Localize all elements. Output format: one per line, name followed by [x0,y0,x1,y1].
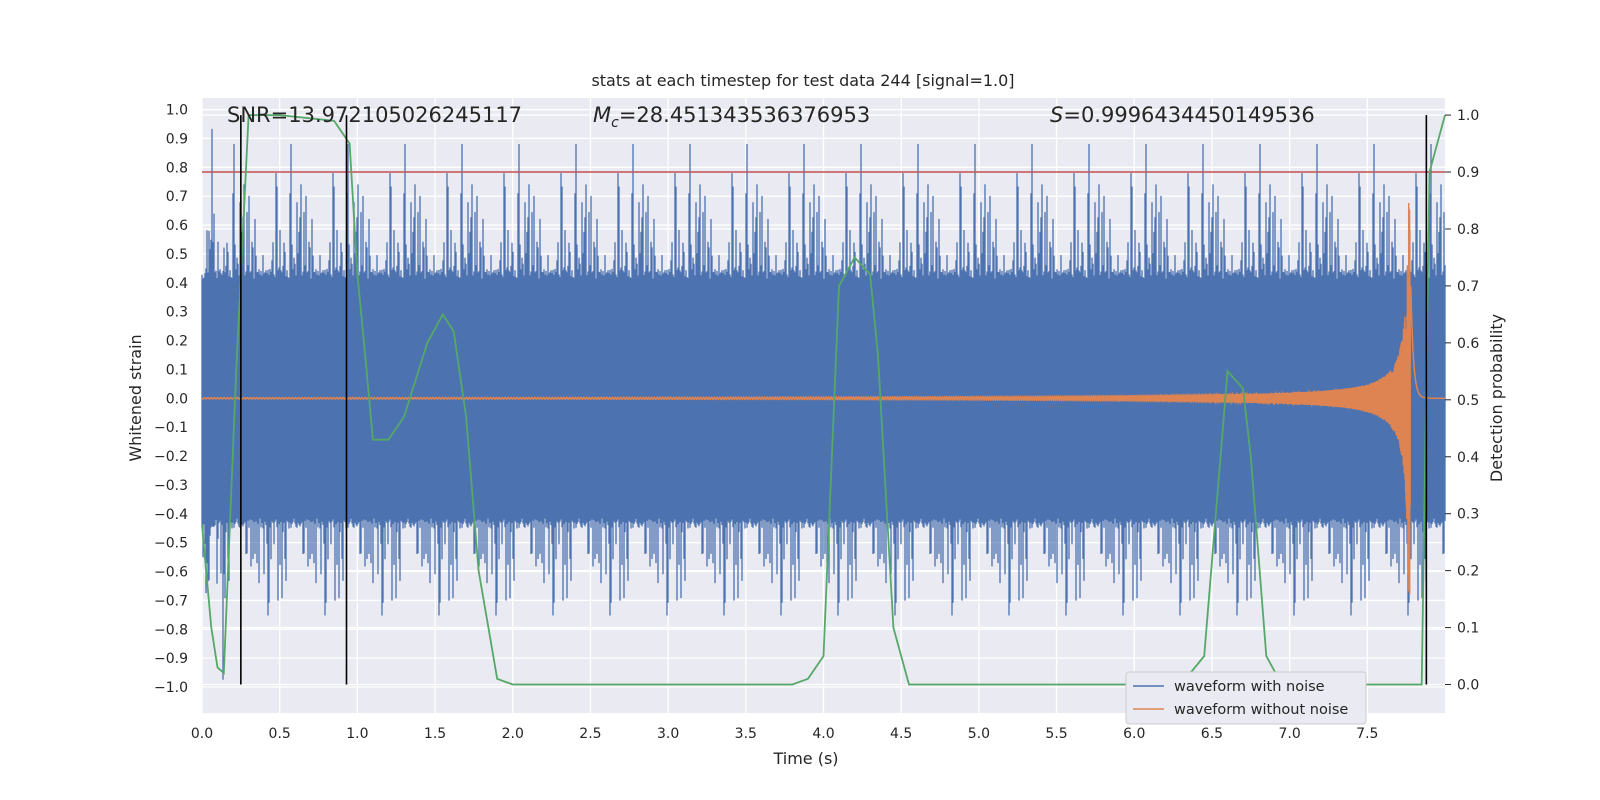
y-tick-label-left: −0.5 [154,536,188,552]
y-tick-label-left: −0.1 [154,420,188,436]
y-tick-label-left: 0.1 [166,362,188,378]
y-tick-label-left: −1.0 [154,680,188,696]
x-tick-label: 2.0 [502,726,524,742]
chart-title: stats at each timestep for test data 244… [591,71,1014,90]
x-axis-label: Time (s) [772,749,838,768]
s-value: =0.9996434450149536 [1063,103,1314,127]
x-tick-label: 3.0 [657,726,679,742]
x-tick-label: 0.5 [269,726,291,742]
x-tick-label: 4.5 [890,726,912,742]
x-tick-label: 7.0 [1278,726,1300,742]
y-tick-label-left: 0.6 [166,218,188,234]
y-tick-label-right: 0.0 [1457,678,1479,694]
series-detection-probability [201,114,1446,686]
x-tick-label: 4.0 [812,726,834,742]
chirp-mass-value: =28.451343536376953 [619,103,870,127]
legend-box [1125,671,1367,725]
y-tick-label-left: 0.8 [166,160,188,176]
y-tick-label-left: −0.8 [154,622,188,638]
y-tick-label-right: 1.0 [1457,108,1479,124]
legend: waveform with noise waveform without noi… [1125,671,1367,725]
x-tick-label: 0.0 [191,726,213,742]
y-axis-label-left: Whitened strain [126,334,145,461]
y-tick-label-right: 0.4 [1457,450,1479,466]
y-tick-label-left: 0.7 [166,189,188,205]
y-tick-label-right: 0.1 [1457,621,1479,637]
y-tick-label-left: −0.6 [154,565,188,581]
x-tick-label: 7.5 [1356,726,1378,742]
chirp-mass-symbol: M [593,103,611,127]
x-tick-label: 1.5 [424,726,446,742]
y-tick-label-right: 0.6 [1457,336,1479,352]
y-tick-label-left: 0.3 [166,305,188,321]
y-tick-label-left: −0.3 [154,478,188,494]
x-tick-label: 6.0 [1123,726,1145,742]
y-tick-label-left: 0.5 [166,247,188,263]
x-tick-label: 2.5 [579,726,601,742]
y-tick-label-right: 0.9 [1457,165,1479,181]
y-tick-label-left: 0.0 [166,391,188,407]
chirp-mass-subscript: c [611,115,619,131]
s-symbol: S [1050,103,1063,127]
y-tick-label-left: 0.4 [166,276,188,292]
y-tick-label-left: −0.4 [154,507,188,523]
y-tick-label-right: 0.7 [1457,279,1479,295]
y-tick-label-left: 1.0 [166,103,188,119]
y-tick-label-right: 0.5 [1457,393,1479,409]
probability-trace [201,114,1446,686]
x-tick-label: 6.5 [1201,726,1223,742]
chirp-mass-annotation: Mc=28.451343536376953 [593,103,870,131]
y-axis-label-right: Detection probability [1487,314,1506,482]
y-tick-label-right: 0.8 [1457,222,1479,238]
snr-annotation: SNR=13.972105026245117 [227,103,522,127]
y-tick-label-left: 0.9 [166,131,188,147]
y-tick-label-right: 0.3 [1457,507,1479,523]
legend-label-noise: waveform with noise [1174,679,1325,695]
y-tick-label-left: −0.9 [154,651,188,667]
y-tick-label-left: −0.2 [154,449,188,465]
x-tick-label: 3.5 [735,726,757,742]
x-tick-label: 1.0 [346,726,368,742]
y-tick-label-right: 0.2 [1457,564,1479,580]
legend-label-clean: waveform without noise [1174,702,1348,718]
y-tick-label-left: −0.7 [154,593,188,609]
s-annotation: S=0.9996434450149536 [1050,103,1315,127]
y-tick-label-left: 0.2 [166,334,188,350]
x-tick-label: 5.0 [968,726,990,742]
x-tick-label: 5.5 [1045,726,1067,742]
